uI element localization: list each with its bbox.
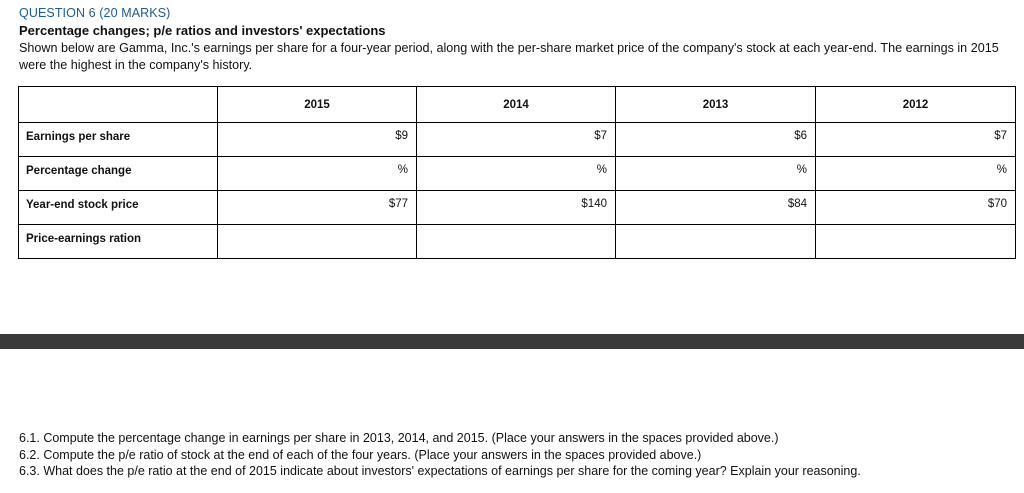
table-header-row: 2015 2014 2013 2012 [18,86,1016,123]
year-header: 2014 [416,86,616,123]
table-cell: $84 [615,190,816,225]
table-cell: $9 [217,122,417,157]
question-item: 6.3. What does the p/e ratio at the end … [19,464,861,478]
row-label: Earnings per share [18,122,218,157]
answer-cell[interactable]: % [416,156,616,191]
answer-cell[interactable] [815,224,1016,259]
row-label: Price-earnings ration [18,224,218,259]
answer-cell[interactable] [615,224,816,259]
year-header: 2013 [615,86,816,123]
table-cell: $70 [815,190,1016,225]
intro-paragraph: Shown below are Gamma, Inc.'s earnings p… [19,41,999,72]
question-title: Percentage changes; p/e ratios and inves… [19,23,386,38]
question-item: 6.1. Compute the percentage change in ea… [19,431,779,445]
answer-cell[interactable] [416,224,616,259]
row-label: Year-end stock price [18,190,218,225]
table-cell: $7 [815,122,1016,157]
table-row-percentage-change: Percentage change % % % % [18,156,1016,191]
answer-cell[interactable]: % [217,156,417,191]
question-item: 6.2. Compute the p/e ratio of stock at t… [19,447,702,462]
question-list: 6.1. Compute the percentage change in ea… [19,430,1009,480]
year-header: 2015 [217,86,417,123]
table-cell: $7 [416,122,616,157]
table-cell: $140 [416,190,616,225]
header-blank-cell [18,86,218,123]
year-header: 2012 [815,86,1016,123]
answer-cell[interactable]: % [615,156,816,191]
row-label: Percentage change [18,156,218,191]
question-heading: QUESTION 6 (20 MARKS) [19,6,171,20]
eps-table: 2015 2014 2013 2012 Earnings per share $… [18,86,1016,259]
section-divider [0,334,1024,349]
table-cell: $6 [615,122,816,157]
table-row-eps: Earnings per share $9 $7 $6 $7 [18,122,1016,157]
answer-cell[interactable]: % [815,156,1016,191]
answer-cell[interactable] [217,224,417,259]
table-row-pe-ratio: Price-earnings ration [18,224,1016,259]
table-cell: $77 [217,190,417,225]
table-row-stock-price: Year-end stock price $77 $140 $84 $70 [18,190,1016,225]
